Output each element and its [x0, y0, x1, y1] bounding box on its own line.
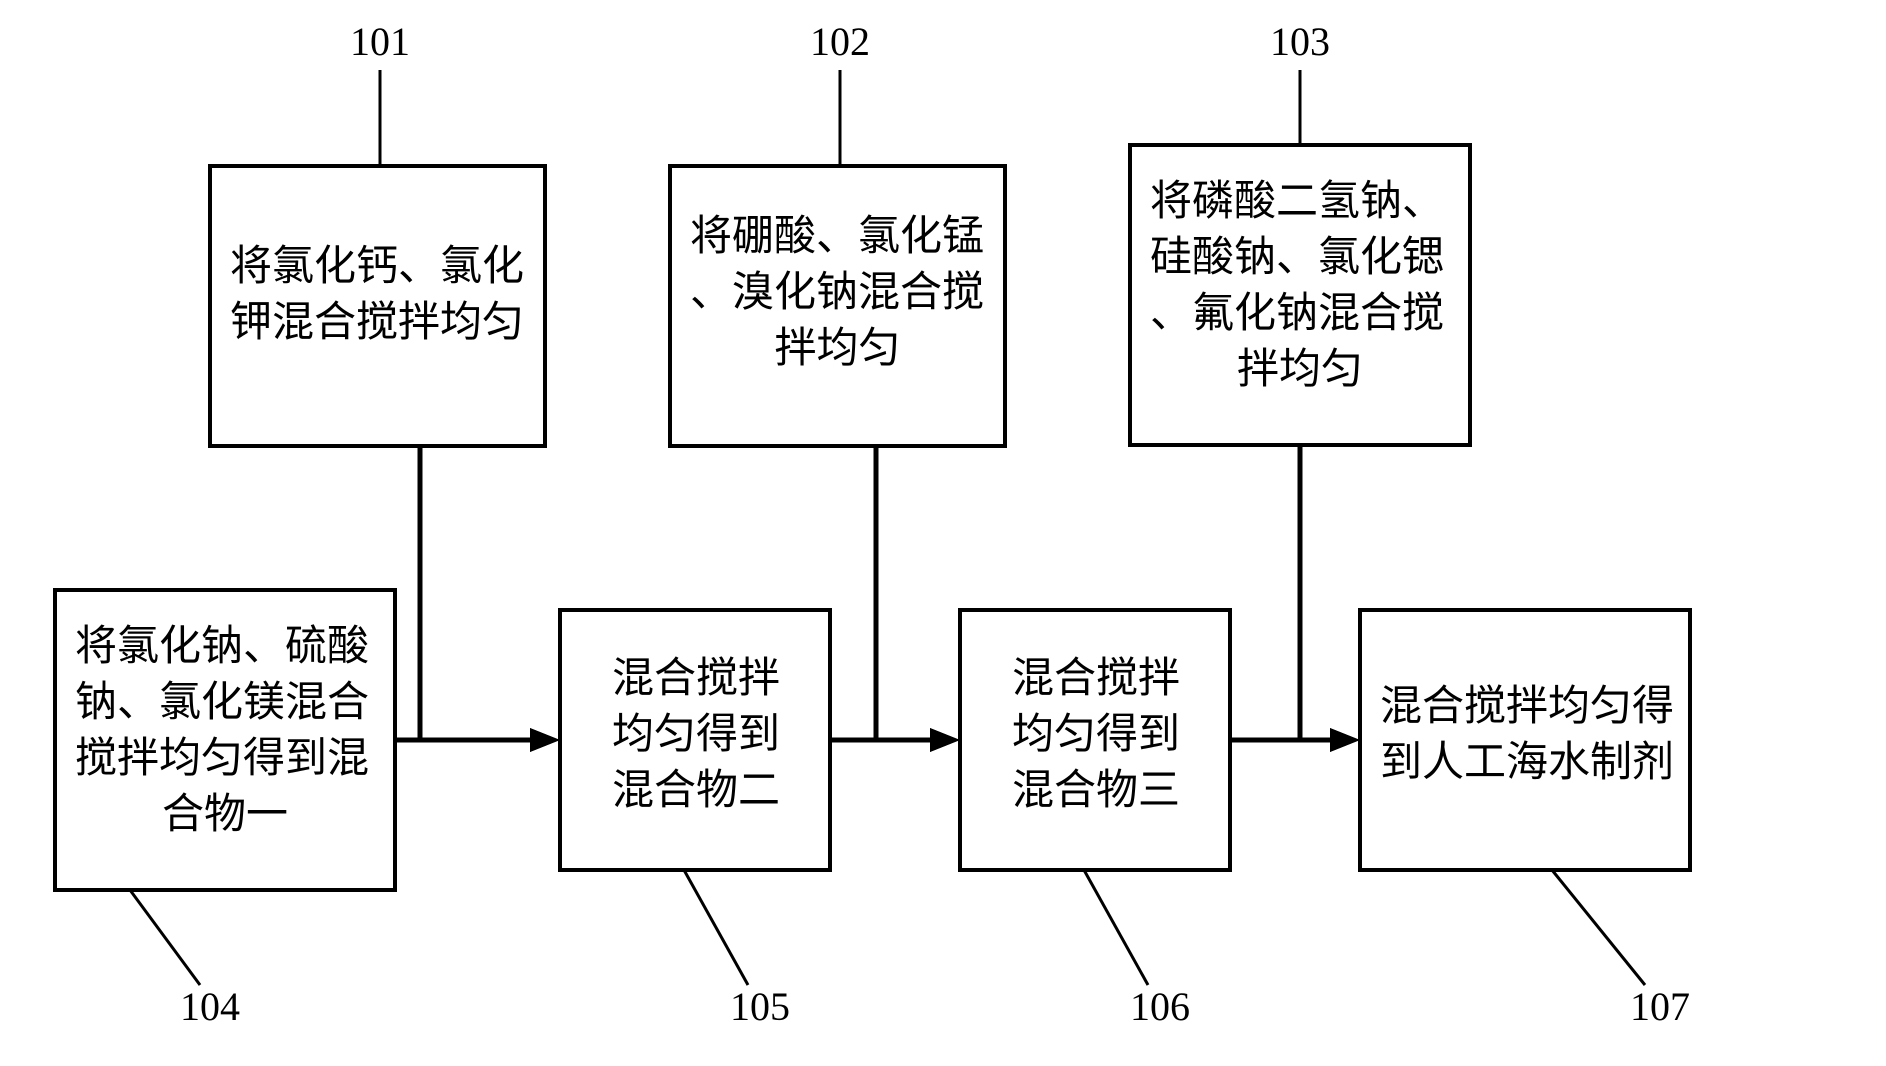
flow-box-text-b104-line0: 将氯化钠、硫酸 [75, 624, 369, 670]
ref-number-n106: 106 [1130, 984, 1190, 1029]
flow-box-text-b104-line2: 搅拌均匀得到混 [75, 736, 369, 782]
flow-box-text-b104-line1: 钠、氯化镁混合 [75, 680, 369, 726]
flow-box-text-b107-line0: 混合搅拌均匀得 [1380, 684, 1674, 730]
flow-box-text-b103-line3: 拌均匀 [1237, 347, 1363, 393]
flow-box-text-b105-line1: 均匀得到 [612, 712, 780, 758]
ref-number-n105: 105 [730, 984, 790, 1029]
leader-line-n104 [130, 890, 200, 985]
flow-box-text-b102-line1: 、溴化钠混合搅 [690, 270, 984, 316]
flow-box-text-b103-line0: 将磷酸二氢钠、 [1150, 179, 1444, 225]
flow-box-text-b106-line2: 混合物三 [1012, 768, 1180, 814]
flow-box-text-b102-line2: 拌均匀 [774, 326, 900, 372]
flow-box-text-b106-line0: 混合搅拌 [1012, 656, 1180, 702]
ref-number-n101: 101 [350, 19, 410, 64]
flow-box-text-b105-line2: 混合物二 [612, 768, 780, 814]
leader-line-n107 [1552, 870, 1645, 985]
flow-box-text-b106-line1: 均匀得到 [1012, 712, 1180, 758]
ref-number-n104: 104 [180, 984, 240, 1029]
flow-box-text-b104-line3: 合物一 [162, 792, 288, 838]
flow-box-text-b103-line2: 、氟化钠混合搅 [1150, 291, 1444, 337]
flow-box-text-b103-line1: 硅酸钠、氯化锶 [1150, 235, 1444, 281]
flow-box-text-b105-line0: 混合搅拌 [612, 656, 780, 702]
leader-line-n105 [684, 870, 748, 985]
ref-number-n102: 102 [810, 19, 870, 64]
flow-box-text-b107-line1: 到人工海水制剂 [1380, 740, 1674, 786]
flow-box-text-b101-line0: 将氯化钙、氯化 [230, 244, 524, 290]
flow-box-text-b101-line1: 钾混合搅拌均匀 [230, 300, 524, 346]
flow-box-text-b102-line0: 将硼酸、氯化锰 [690, 214, 984, 260]
ref-number-n107: 107 [1630, 984, 1690, 1029]
leader-line-n106 [1084, 870, 1148, 985]
ref-number-n103: 103 [1270, 19, 1330, 64]
